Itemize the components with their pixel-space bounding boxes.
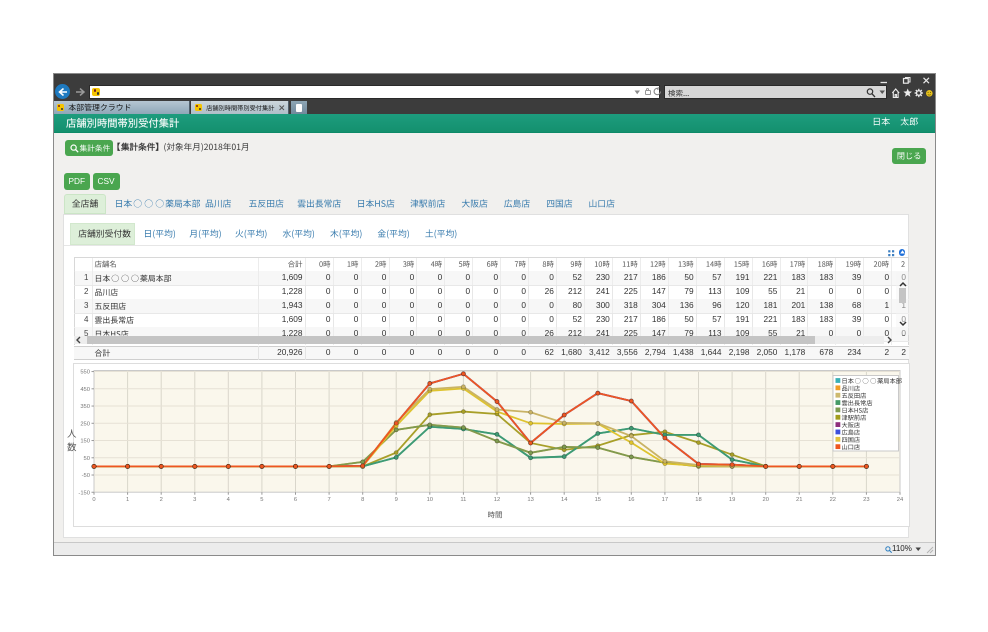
svg-text:4: 4 xyxy=(227,497,231,503)
svg-text:7: 7 xyxy=(327,497,330,503)
svg-text:5: 5 xyxy=(260,497,263,503)
svg-text:250: 250 xyxy=(80,421,90,427)
svg-text:0: 0 xyxy=(92,497,95,503)
svg-text:19: 19 xyxy=(729,497,735,503)
svg-text:6: 6 xyxy=(294,497,297,503)
svg-text:450: 450 xyxy=(80,386,90,392)
svg-text:50: 50 xyxy=(84,455,90,461)
svg-text:13: 13 xyxy=(527,497,533,503)
svg-text:-50: -50 xyxy=(82,473,90,479)
svg-text:14: 14 xyxy=(561,497,568,503)
svg-text:23: 23 xyxy=(863,497,869,503)
svg-text:8: 8 xyxy=(361,497,364,503)
svg-text:22: 22 xyxy=(830,497,836,503)
svg-text:11: 11 xyxy=(460,497,466,503)
svg-text:21: 21 xyxy=(796,497,802,503)
svg-text:12: 12 xyxy=(494,497,500,503)
svg-text:20: 20 xyxy=(762,497,768,503)
svg-text:150: 150 xyxy=(80,438,90,444)
svg-text:15: 15 xyxy=(595,497,601,503)
svg-text:24: 24 xyxy=(897,497,904,503)
svg-text:3: 3 xyxy=(193,497,196,503)
svg-text:16: 16 xyxy=(628,497,634,503)
svg-text:9: 9 xyxy=(395,497,398,503)
svg-text:18: 18 xyxy=(695,497,701,503)
svg-text:550: 550 xyxy=(80,369,90,375)
svg-text:10: 10 xyxy=(427,497,433,503)
svg-text:-150: -150 xyxy=(78,490,90,496)
svg-text:1: 1 xyxy=(126,497,129,503)
svg-text:17: 17 xyxy=(662,497,668,503)
svg-text:2: 2 xyxy=(160,497,163,503)
svg-text:350: 350 xyxy=(80,404,90,410)
